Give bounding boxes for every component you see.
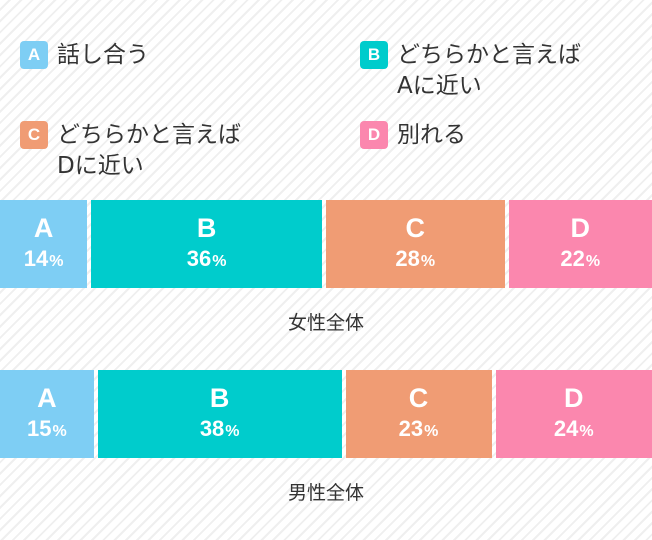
- stacked-bar-2: A 15% B 38% C 23% D 24%: [0, 370, 652, 458]
- segment-value-unit: %: [424, 423, 439, 440]
- bar-segment-a: A 15%: [0, 370, 94, 458]
- segment-letter: A: [33, 213, 54, 243]
- segment-value: 38%: [200, 416, 240, 445]
- legend-item-b: B どちらかと言えば Aに近い: [360, 40, 581, 102]
- bar-segment-c: C 28%: [326, 200, 505, 288]
- segment-value-unit: %: [49, 253, 64, 270]
- segment-letter: A: [37, 383, 57, 413]
- bar-segment-b: B 36%: [91, 200, 322, 288]
- bar-segment-d: D 22%: [508, 200, 652, 288]
- segment-value: 28%: [395, 246, 435, 275]
- legend-label-c: どちらかと言えば Dに近い: [57, 122, 241, 179]
- segment-letter: C: [408, 383, 429, 413]
- stacked-bar-1: A 14% B 36% C 28% D 22%: [0, 200, 652, 288]
- segment-value-number: 36: [186, 246, 212, 271]
- segment-value: 14%: [24, 246, 64, 275]
- segment-letter: C: [405, 213, 426, 243]
- bar-segment-c: C 23%: [345, 370, 492, 458]
- segment-value-number: 14: [23, 246, 49, 271]
- segment-value-number: 28: [395, 246, 420, 271]
- segment-value-unit: %: [212, 253, 227, 270]
- legend-badge-c: C: [20, 121, 48, 149]
- legend-badge-a: A: [20, 41, 48, 69]
- segment-value-unit: %: [579, 423, 594, 440]
- segment-value-unit: %: [52, 423, 67, 440]
- segment-value: 23%: [399, 416, 439, 445]
- segment-value-number: 24: [553, 416, 579, 441]
- segment-value: 22%: [560, 246, 600, 275]
- legend-label-a: 話し合う: [57, 42, 149, 68]
- segment-value-unit: %: [420, 253, 436, 270]
- legend-item-a: A 話し合う: [20, 40, 149, 71]
- bar-segment-b: B 38%: [97, 370, 342, 458]
- legend-label-b: どちらかと言えば Aに近い: [397, 42, 581, 99]
- legend-item-d: D 別れる: [360, 120, 466, 151]
- segment-value-number: 22: [560, 246, 585, 271]
- segment-value-number: 38: [199, 416, 225, 441]
- segment-value: 36%: [187, 246, 227, 275]
- segment-letter: B: [209, 383, 230, 413]
- segment-letter: B: [196, 213, 217, 243]
- bar-segment-d: D 24%: [495, 370, 652, 458]
- legend-label-d: 別れる: [397, 122, 466, 148]
- group-label-2: 男性全体: [287, 482, 364, 504]
- segment-value-unit: %: [585, 253, 601, 270]
- legend-item-c: C どちらかと言えば Dに近い: [20, 120, 241, 182]
- segment-value-unit: %: [225, 423, 240, 440]
- segment-letter: D: [570, 213, 591, 243]
- legend-badge-b: B: [360, 41, 388, 69]
- segment-letter: D: [564, 383, 584, 413]
- segment-value: 24%: [554, 416, 594, 445]
- group-label-1: 女性全体: [287, 312, 364, 334]
- segment-value: 15%: [27, 416, 67, 445]
- legend-badge-d: D: [360, 121, 388, 149]
- segment-value-number: 15: [27, 416, 52, 441]
- segment-value-number: 23: [398, 416, 424, 441]
- bar-segment-a: A 14%: [0, 200, 88, 288]
